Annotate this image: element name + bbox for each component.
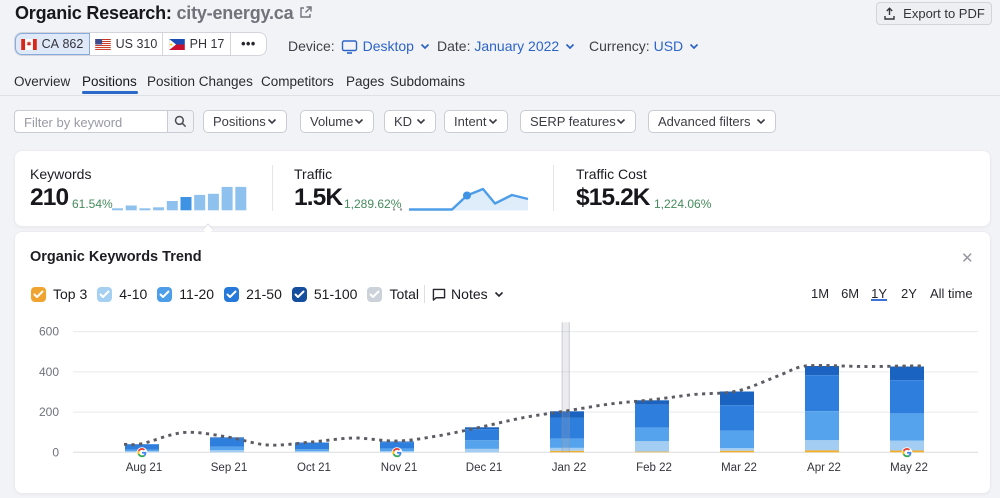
svg-text:Aug 21: Aug 21 [126,462,162,474]
svg-text:Mar 22: Mar 22 [721,462,757,474]
svg-text:Dec 21: Dec 21 [466,462,502,474]
svg-text:May 22: May 22 [890,462,928,474]
svg-text:Apr 22: Apr 22 [807,462,841,474]
svg-text:600: 600 [39,325,59,339]
svg-text:0: 0 [52,445,59,459]
svg-text:Jan 22: Jan 22 [552,462,587,474]
svg-text:Sep 21: Sep 21 [211,462,247,474]
svg-text:Nov 21: Nov 21 [381,462,417,474]
svg-text:Oct 21: Oct 21 [297,462,331,474]
svg-text:200: 200 [39,405,59,419]
svg-text:Feb 22: Feb 22 [636,462,672,474]
svg-text:400: 400 [39,365,59,379]
